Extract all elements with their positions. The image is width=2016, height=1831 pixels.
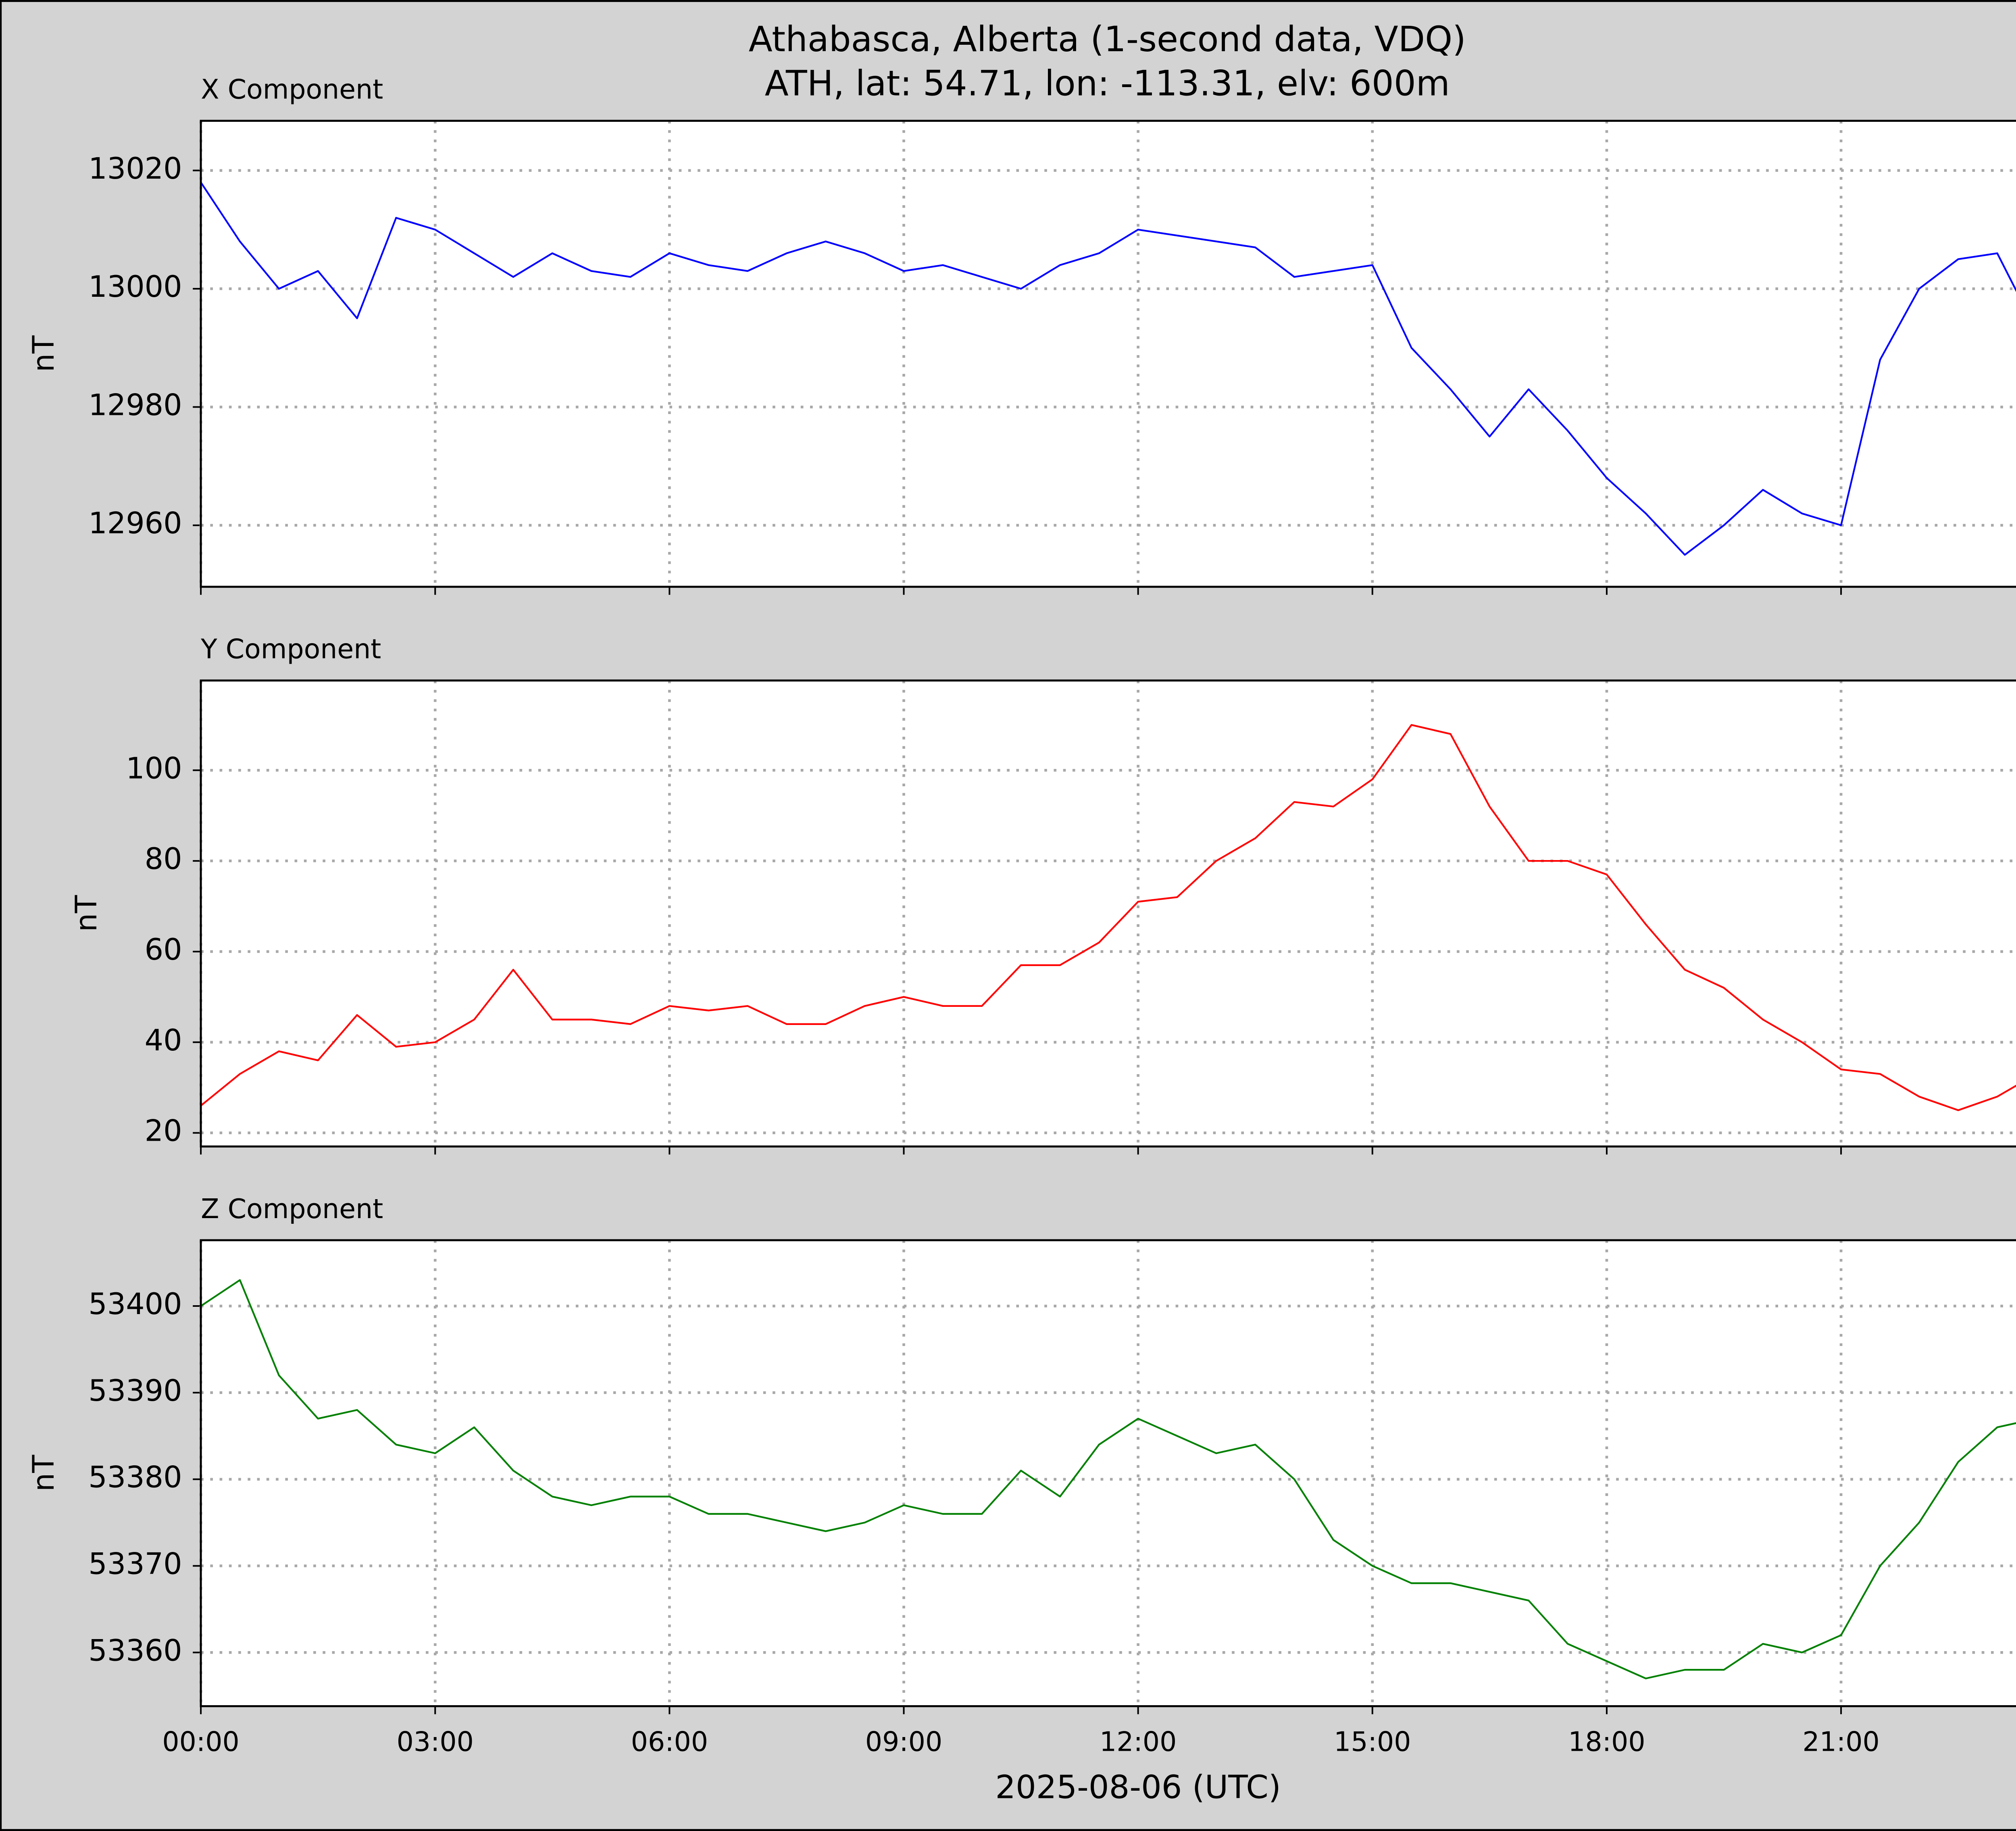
x-tick-label: 03:00 xyxy=(397,1726,474,1757)
y-tick-label: 40 xyxy=(145,1023,182,1058)
y-axis-label: nT xyxy=(27,335,61,372)
figure-title: Athabasca, Alberta (1-second data, VDQ) xyxy=(749,19,1466,60)
data-line xyxy=(200,1279,2016,1679)
x-tick-label: 00:00 xyxy=(162,1726,239,1757)
panel-title: X Component xyxy=(201,74,383,105)
data-line xyxy=(200,181,2016,556)
x-tick-label: 21:00 xyxy=(1802,1726,1879,1757)
x-axis-label: 2025-08-06 (UTC) xyxy=(995,1768,1281,1806)
y-tick-label: 53400 xyxy=(88,1287,182,1321)
x-tick-label: 09:00 xyxy=(865,1726,942,1757)
plot-frame xyxy=(200,120,2016,588)
x-tick-label: 06:00 xyxy=(631,1726,708,1757)
plot-area xyxy=(201,680,2016,1147)
y-tick-label: 60 xyxy=(145,933,182,967)
y-tick-label: 80 xyxy=(145,842,182,876)
y-tick-label: 13020 xyxy=(88,152,182,186)
figure-subtitle: ATH, lat: 54.71, lon: -113.31, elv: 600m xyxy=(765,64,1450,104)
data-line xyxy=(200,724,2016,1111)
y-axis-label: nT xyxy=(27,1455,61,1491)
x-tick-label: 15:00 xyxy=(1334,1726,1411,1757)
y-tick-label: 53380 xyxy=(88,1460,182,1495)
y-tick-label: 53370 xyxy=(88,1547,182,1581)
plot-area xyxy=(201,1240,2016,1706)
panel-title: Z Component xyxy=(201,1193,383,1225)
y-tick-label: 100 xyxy=(126,751,182,785)
y-axis-label: nT xyxy=(69,895,104,932)
y-tick-label: 20 xyxy=(145,1114,182,1148)
plot-frame xyxy=(200,1239,2016,1707)
x-tick-label: 12:00 xyxy=(1100,1726,1177,1757)
y-tick-label: 12980 xyxy=(88,388,182,422)
panel-title: Y Component xyxy=(200,633,381,665)
y-tick-label: 12960 xyxy=(88,506,182,541)
y-tick-label: 13000 xyxy=(88,270,182,304)
plot-frame xyxy=(200,679,2016,1148)
y-tick-label: 53360 xyxy=(88,1633,182,1668)
y-tick-label: 53390 xyxy=(88,1374,182,1408)
x-tick-label: 18:00 xyxy=(1568,1726,1645,1757)
plot-area xyxy=(201,121,2016,587)
